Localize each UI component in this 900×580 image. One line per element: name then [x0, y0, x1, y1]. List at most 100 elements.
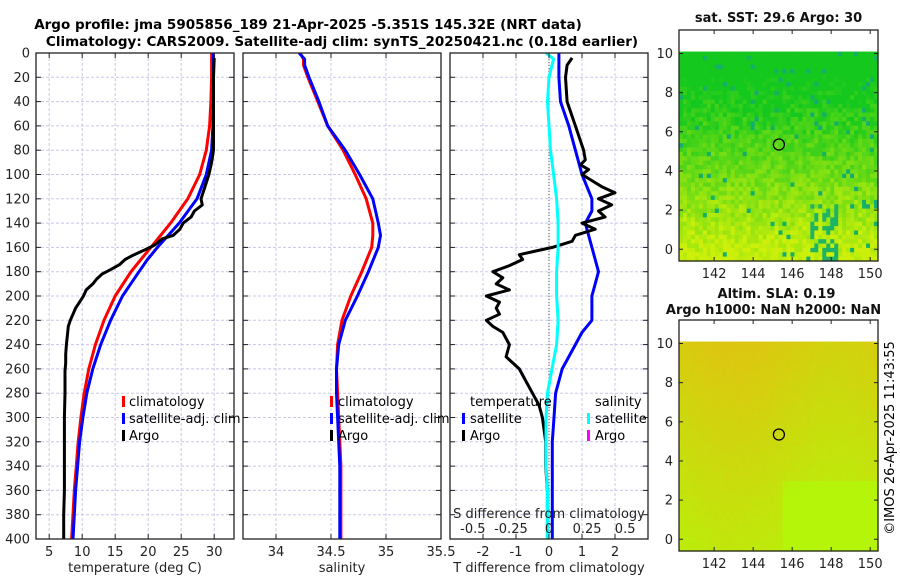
y-tick-label: 4 — [665, 164, 673, 179]
s-tick-label: 0.5 — [615, 522, 636, 537]
title-line-2: Climatology: CARS2009. Satellite-adj cli… — [46, 34, 638, 50]
legend-label-satellite: satellite-adj. clim — [129, 412, 241, 427]
y-tick-label: 300 — [5, 411, 30, 426]
y-tick-label: 240 — [5, 338, 30, 353]
legend-title-salinity: salinity — [595, 395, 642, 410]
legend-swatch-t-argo — [462, 430, 465, 441]
argo-location-marker — [772, 428, 786, 441]
x-tick-label: 34.5 — [317, 545, 346, 560]
map-frame — [678, 29, 879, 262]
legend-label-t-satellite: satellite — [470, 412, 522, 427]
x-tick-label: 144 — [741, 557, 766, 572]
x-tick-label: 25 — [173, 545, 190, 560]
no-data-area — [679, 30, 878, 52]
sst-heatmap-cells — [679, 51, 879, 262]
series-salinity-satellite — [544, 53, 560, 539]
y-tick-label: 0 — [665, 533, 673, 548]
y-tick-label: 80 — [13, 144, 30, 159]
legend-swatch-satellite — [330, 413, 333, 424]
legend-swatch-climatology — [122, 396, 125, 407]
legend-swatch-s-argo — [587, 430, 590, 441]
y-tick-label: 100 — [5, 168, 30, 183]
series-climatology — [298, 53, 375, 539]
y-tick-label: 10 — [656, 47, 673, 62]
x-tick-label: 150 — [858, 267, 883, 282]
sst-map-panel: 142 144 146 148 150 0 2 4 6 8 10 sat. SST: 29.6 Arg… — [656, 11, 882, 282]
y-tick-label: 10 — [656, 337, 673, 352]
y-tick-label: 6 — [665, 125, 673, 140]
series-temperature-satellite — [550, 53, 600, 539]
x-tick-label: 1 — [578, 545, 586, 560]
x-tick-label: 144 — [741, 267, 766, 282]
s-tick-label: -0.25 — [494, 522, 528, 537]
s-tick-label: 0 — [545, 522, 553, 537]
y-tick-label: 320 — [5, 435, 30, 450]
y-tick-label: 120 — [5, 192, 30, 207]
x-tick-label: 142 — [702, 267, 727, 282]
y-tick-label: 380 — [5, 508, 30, 523]
copyright-label: ©IMOS 26-Apr-2025 11:43:55 — [883, 341, 898, 535]
map-title: sat. SST: 29.6 Argo: 30 — [695, 11, 862, 26]
x-tick-label: -1 — [510, 545, 523, 560]
x-tick-label: 10 — [74, 545, 91, 560]
legend-swatch-argo — [330, 430, 333, 441]
legend-label-t-argo: Argo — [470, 429, 500, 444]
y-tick-label: 180 — [5, 265, 30, 280]
x-axis-label: temperature (deg C) — [68, 561, 202, 576]
y-tick-label: 200 — [5, 290, 30, 305]
legend-label-s-argo: Argo — [595, 429, 625, 444]
series-temperature-argo — [484, 57, 617, 539]
x-tick-label: 34 — [268, 545, 285, 560]
sla-heatmap-cells — [679, 341, 879, 552]
x-axis-label: T difference from climatology — [452, 561, 645, 576]
y-tick-label: 0 — [22, 47, 30, 62]
difference-legend: temperature satellite Argo salinity sate… — [462, 395, 647, 444]
argo-location-marker — [772, 138, 786, 151]
legend-title-temperature: temperature — [470, 395, 552, 410]
legend-label-satellite: satellite-adj. clim — [338, 412, 450, 427]
y-tick-label: 400 — [5, 533, 30, 548]
legend-label-argo: Argo — [338, 429, 368, 444]
map-title-line-1: Altim. SLA: 0.19 — [718, 287, 836, 302]
y-tick-label: 60 — [13, 119, 30, 134]
y-tick-label: 360 — [5, 484, 30, 499]
legend-swatch-argo — [122, 430, 125, 441]
legend-label-s-satellite: satellite — [595, 412, 647, 427]
x-tick-label: 5 — [45, 545, 53, 560]
legend-label-argo: Argo — [129, 429, 159, 444]
y-tick-label: 4 — [665, 454, 673, 469]
y-tick-label: 6 — [665, 415, 673, 430]
no-data-area — [679, 320, 878, 342]
salinity-panel: 34 34.5 35 35.5 salinity — [242, 52, 455, 576]
y-tick-label: 2 — [665, 204, 673, 219]
legend-swatch-satellite — [122, 413, 125, 424]
x-tick-label: 150 — [858, 557, 883, 572]
y-tick-label: 8 — [665, 376, 673, 391]
x-tick-label: 2 — [611, 545, 619, 560]
y-tick-label: 40 — [13, 95, 30, 110]
y-tick-label: 220 — [5, 314, 30, 329]
y-tick-label: 2 — [665, 494, 673, 509]
s-tick-label: -0.5 — [460, 522, 485, 537]
salinity-legend: climatology satellite-adj. clim Argo — [330, 395, 450, 444]
s-axis-label: S difference from climatology — [453, 507, 645, 522]
legend-label-climatology: climatology — [129, 395, 205, 410]
s-tick-label: 0.25 — [573, 522, 602, 537]
x-tick-label: 35 — [378, 545, 395, 560]
x-tick-label: 142 — [702, 557, 727, 572]
x-tick-label: 0 — [545, 545, 553, 560]
map-frame — [678, 319, 879, 552]
series-argo — [62, 57, 216, 539]
temperature-legend: climatology satellite-adj. clim Argo — [122, 395, 241, 444]
x-tick-label: 146 — [780, 267, 805, 282]
x-tick-label: -2 — [477, 545, 490, 560]
title-line-1: Argo profile: jma 5905856_189 21-Apr-202… — [34, 17, 582, 33]
y-tick-label: 160 — [5, 241, 30, 256]
x-tick-label: 15 — [107, 545, 124, 560]
temperature-panel: 0 20 40 60 80 100 120 140 160 180 200 220 240 260 280 3… — [5, 47, 235, 576]
x-tick-label: 146 — [780, 557, 805, 572]
y-tick-label: 20 — [13, 71, 30, 86]
x-tick-label: 148 — [819, 267, 844, 282]
y-tick-label: 8 — [665, 86, 673, 101]
x-axis-label: salinity — [319, 561, 366, 576]
